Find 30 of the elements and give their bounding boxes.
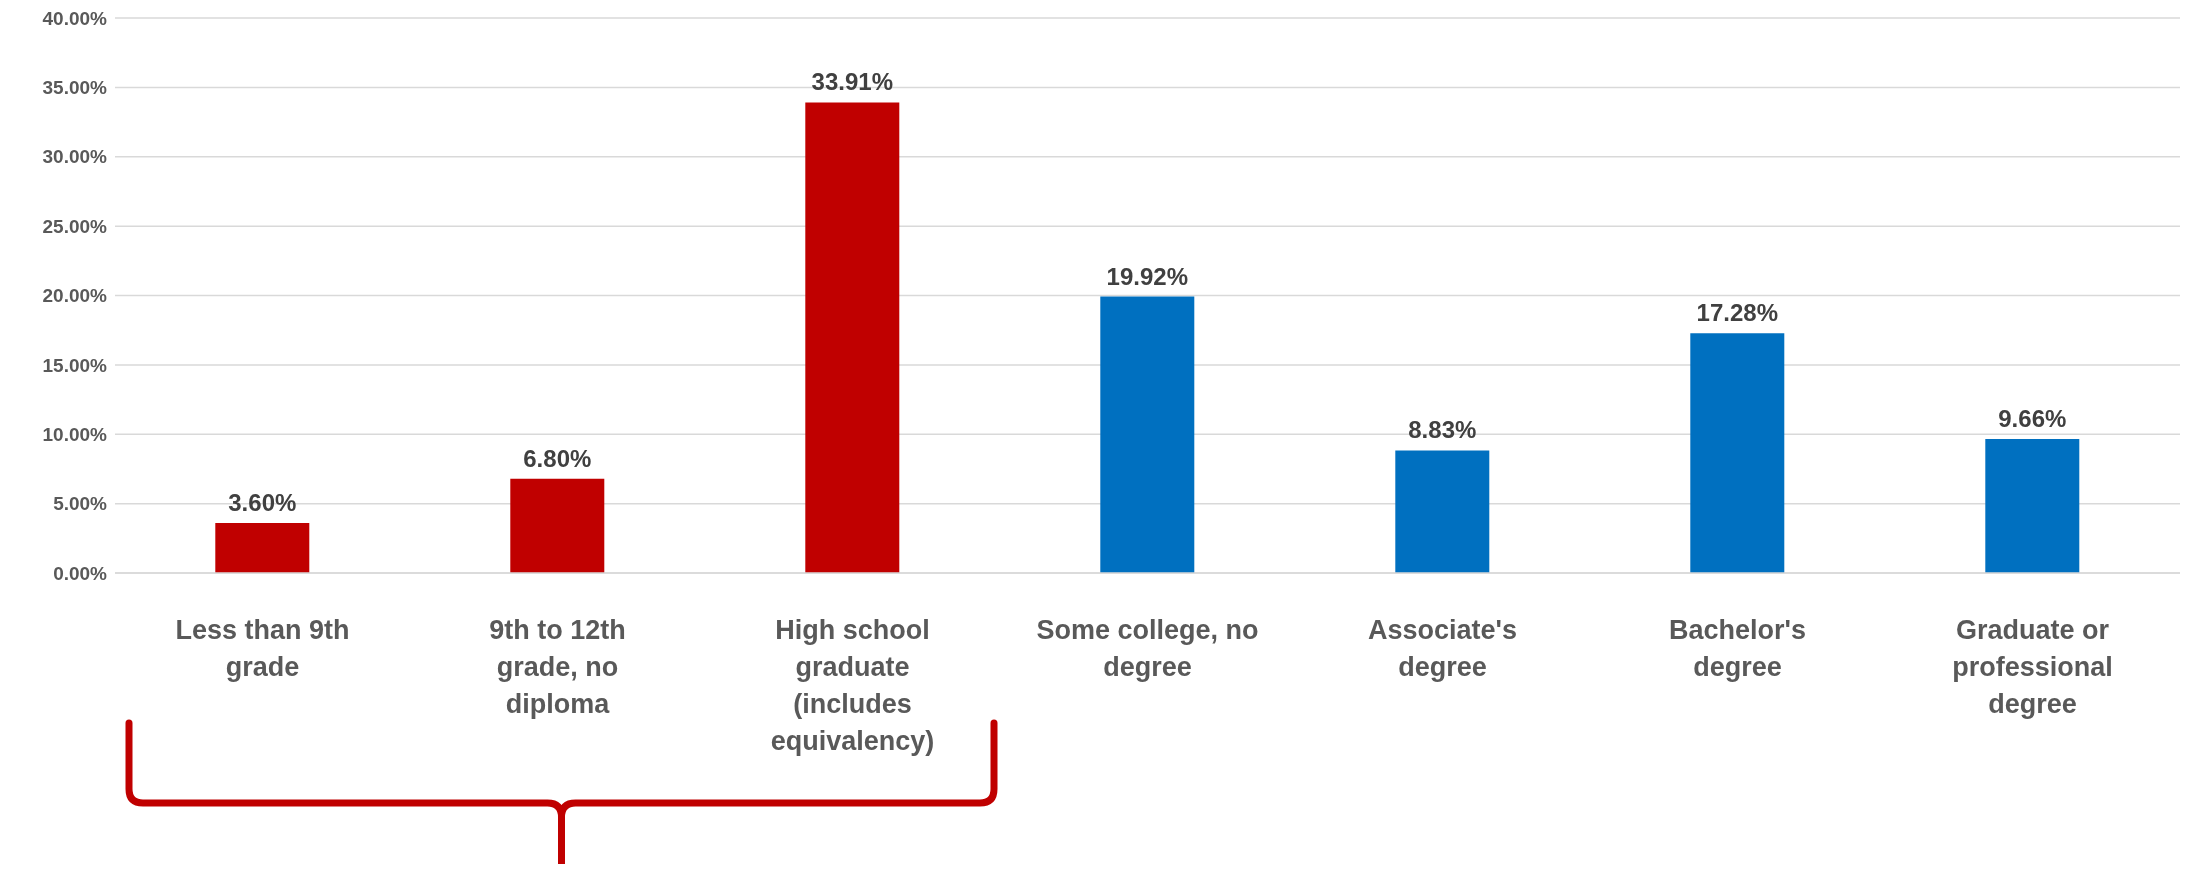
x-tick-label: Bachelor's degree [1669,615,1806,682]
y-tick-label: 0.00% [53,562,108,584]
y-tick-label: 5.00% [53,493,108,515]
x-tick-label: Graduate or professional degree [1952,615,2113,719]
y-tick-label: 25.00% [42,215,108,237]
data-label: 17.28% [1696,299,1778,327]
bar [805,102,900,573]
y-tick-label: 30.00% [42,146,108,168]
y-tick-label: 40.00% [42,7,108,29]
y-tick-label: 20.00% [42,285,108,307]
data-label: 6.80% [523,444,592,472]
bar [510,478,605,573]
bar [1100,296,1195,573]
data-label: 9.66% [1998,404,2067,432]
x-tick-label: Less than 9th grade [175,615,350,682]
bar [215,523,310,573]
x-tick-label: 9th to 12th grade, no diploma [489,615,626,719]
bar [1985,438,2080,573]
data-label: 3.60% [228,489,297,517]
data-label: 33.91% [811,68,893,96]
y-tick-label: 15.00% [42,354,108,376]
y-tick-label: 35.00% [42,77,108,99]
data-label: 8.83% [1408,416,1477,444]
data-label: 19.92% [1106,262,1188,290]
x-tick-label: Associate's degree [1367,615,1518,682]
bar [1395,450,1490,573]
x-tick-label: Some college, no degree [1036,615,1259,682]
y-tick-label: 10.00% [42,423,108,445]
bar [1690,333,1785,573]
x-tick-label: High school graduate (includes equivalency) [770,615,935,756]
